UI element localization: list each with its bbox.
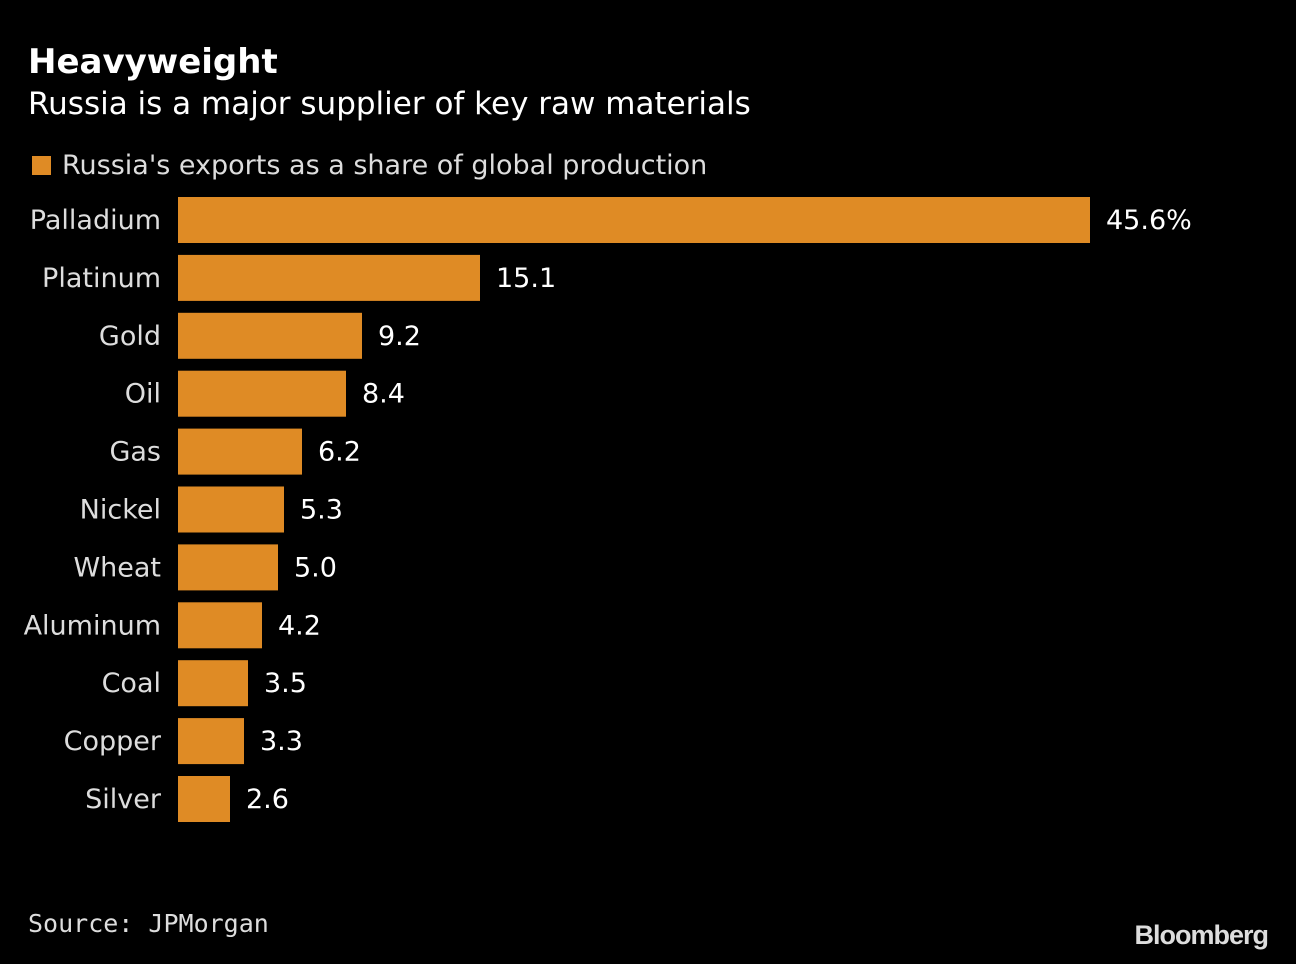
bar-coal: [178, 660, 248, 707]
category-label: Silver: [85, 784, 162, 815]
bar-aluminum: [178, 602, 262, 649]
data-label: 5.3: [300, 495, 343, 526]
category-label: Platinum: [42, 263, 161, 294]
data-label: 3.5: [264, 668, 307, 699]
category-label: Wheat: [73, 552, 161, 583]
chart-subtitle: Russia is a major supplier of key raw ma…: [28, 86, 751, 122]
legend-swatch: [32, 156, 51, 175]
bar-silver: [178, 776, 230, 822]
category-label: Gold: [99, 321, 161, 352]
bloomberg-logo: Bloomberg: [1134, 920, 1269, 950]
source-note: Source: JPMorgan: [28, 909, 269, 938]
bar-palladium: [178, 197, 1090, 243]
category-label: Oil: [125, 379, 161, 410]
bar-nickel: [178, 486, 284, 533]
chart-title: Heavyweight: [28, 42, 278, 82]
data-label: 45.6%: [1106, 205, 1192, 236]
bar-platinum: [178, 254, 480, 301]
bar-gas: [178, 428, 302, 475]
data-label: 6.2: [318, 437, 361, 468]
bar-oil: [178, 370, 346, 417]
data-label: 15.1: [496, 263, 556, 294]
data-label: 5.0: [294, 552, 337, 583]
data-label: 3.3: [260, 726, 303, 757]
category-label: Coal: [102, 668, 161, 699]
category-label: Aluminum: [24, 610, 161, 641]
category-label: Nickel: [80, 495, 161, 526]
bar-copper: [178, 718, 244, 765]
data-label: 9.2: [378, 321, 421, 352]
data-label: 2.6: [246, 784, 289, 815]
data-label: 4.2: [278, 610, 321, 641]
bar-gold: [178, 312, 362, 359]
bar-wheat: [178, 544, 278, 591]
data-label: 8.4: [362, 379, 405, 410]
category-label: Palladium: [30, 205, 161, 236]
category-label: Gas: [109, 437, 161, 468]
legend-label: Russia's exports as a share of global pr…: [62, 150, 708, 181]
legend: Russia's exports as a share of global pr…: [32, 150, 707, 181]
category-label: Copper: [64, 726, 162, 757]
